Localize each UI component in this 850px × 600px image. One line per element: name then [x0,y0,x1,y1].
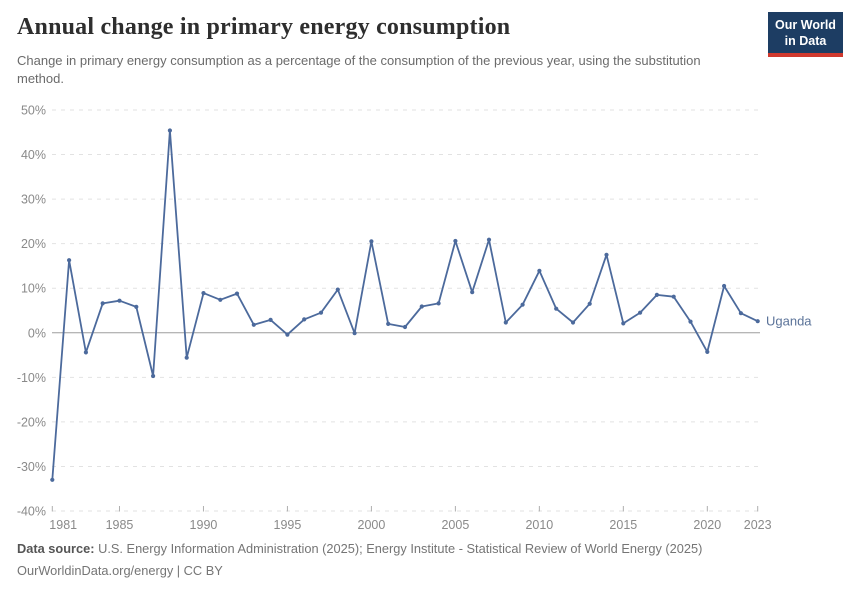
data-point-marker [722,283,727,289]
data-point-marker [369,239,374,244]
data-point-marker [671,294,676,299]
data-point-marker [638,310,643,315]
page-title: Annual change in primary energy consumpt… [17,14,511,40]
data-point-marker [554,306,559,311]
data-point-marker [688,319,693,324]
y-tick-label: 50% [21,104,46,118]
x-tick-label: 1985 [106,518,134,532]
x-tick-label: 2005 [441,518,469,532]
data-point-marker [705,349,710,354]
data-point-marker [453,238,458,244]
data-point-marker [470,290,475,295]
data-point-marker [234,291,240,296]
datasource-label: Data source: [17,541,95,556]
datasource-text: U.S. Energy Information Administration (… [94,541,703,556]
data-point-marker [100,301,105,306]
data-point-marker [386,321,391,326]
data-point-marker [167,128,172,133]
data-point-marker [335,287,340,292]
y-tick-label: 0% [28,326,46,340]
data-point-marker [654,292,660,297]
data-point-marker [537,268,542,273]
data-point-marker [50,477,55,482]
data-point-marker [587,301,592,306]
x-tick-label: 1990 [190,518,218,532]
data-point-marker [268,317,273,322]
data-line [51,129,759,481]
data-point-marker [151,373,156,379]
x-tick-label: 2000 [358,518,386,532]
page-subtitle: Change in primary energy consumption as … [17,53,701,87]
y-tick-label: -20% [17,415,46,429]
data-point-marker [436,301,441,306]
footer: Data source: U.S. Energy Information Adm… [17,538,702,582]
logo-line-2: in Data [784,34,827,48]
data-point-marker [604,252,609,257]
y-tick-label: 30% [21,193,46,207]
data-point-marker [318,310,324,315]
data-point-marker [503,320,508,325]
data-point-marker [218,297,223,302]
x-tick-label: 2023 [744,518,772,532]
data-point-marker [570,320,576,325]
data-point-marker [755,319,760,324]
data-series [50,128,760,482]
x-tick-label: 1981 [49,518,77,532]
data-point-marker [352,331,357,336]
data-point-marker [285,332,290,337]
y-tick-label: -30% [17,460,46,474]
x-tick-label: 2020 [693,518,721,532]
data-point-marker [738,311,744,316]
logo-line-1: Our World [775,18,836,32]
data-point-marker [486,237,492,242]
y-tick-label: 40% [21,148,46,162]
data-point-marker [621,321,626,326]
data-point-marker [520,302,525,307]
data-point-marker [402,324,408,330]
data-point-marker [201,291,206,296]
data-point-marker [134,304,139,309]
data-point-marker [67,258,72,263]
y-tick-label: 10% [21,282,46,296]
y-axis: 50% 40% 30% 20% 10% 0% -10% -20% -30% -40% [17,104,760,519]
data-point-marker [184,355,189,360]
data-point-marker [302,317,307,322]
data-point-marker [251,322,256,327]
x-tick-label: 1995 [274,518,302,532]
data-point-marker [117,298,122,303]
x-tick-label: 2015 [609,518,637,532]
citation-line[interactable]: OurWorldinData.org/energy | CC BY [17,563,223,578]
owid-logo[interactable]: Our World in Data [768,12,843,57]
x-tick-label: 2010 [525,518,553,532]
y-tick-label: -10% [17,371,46,385]
data-point-marker [419,304,424,309]
datasource-line: Data source: U.S. Energy Information Adm… [17,538,702,560]
x-axis: 1981 1985 1990 1995 2000 2005 2010 2015 2020 2023 [49,506,772,532]
y-tick-label: 20% [21,237,46,251]
y-tick-label: -40% [17,505,46,519]
entity-label: Uganda [766,314,812,329]
data-point-marker [83,350,88,355]
